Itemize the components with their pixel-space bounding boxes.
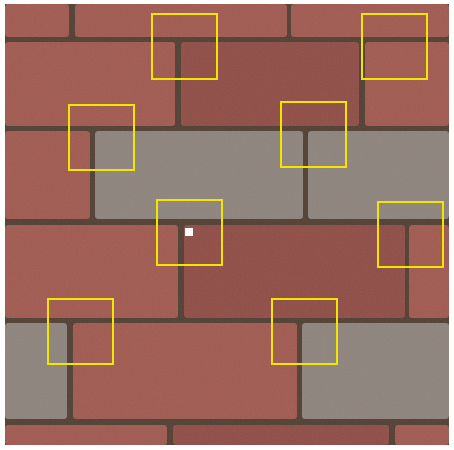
yellow-annotation-box (280, 101, 347, 168)
yellow-annotation-box (68, 104, 135, 171)
yellow-annotation-box (271, 298, 338, 365)
white-marker (185, 228, 193, 236)
yellow-annotation-box (377, 201, 444, 268)
yellow-annotation-box (151, 13, 218, 80)
yellow-annotation-box (361, 13, 428, 80)
yellow-annotation-box (47, 298, 114, 365)
